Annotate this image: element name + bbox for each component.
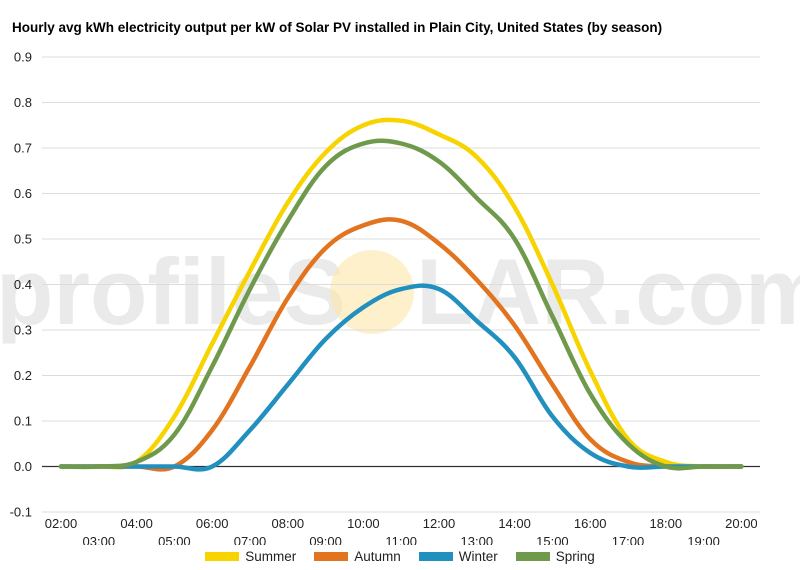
series-line-summer[interactable] [58, 117, 744, 470]
y-tick-label: 0.6 [14, 186, 32, 201]
legend-swatch [418, 552, 453, 561]
y-tick-label: 0.3 [14, 323, 32, 338]
x-tick-label: 07:00 [234, 534, 267, 545]
x-tick-label: 08:00 [272, 516, 305, 531]
y-tick-label: 0.4 [14, 277, 32, 292]
legend-label: Summer [245, 549, 297, 564]
x-tick-label: 15:00 [536, 534, 569, 545]
y-tick-label: 0.7 [14, 141, 32, 156]
y-tick-label: 0.1 [14, 414, 32, 429]
legend-label: Spring [555, 549, 595, 564]
series-line-winter[interactable] [58, 283, 744, 472]
legend-label: Autumn [354, 549, 401, 564]
y-tick-label: 0.5 [14, 232, 32, 247]
legend: Summer Autumn Winter Spring [0, 549, 800, 564]
legend-item-summer[interactable]: Summer [205, 549, 296, 564]
x-tick-label: 16:00 [574, 516, 607, 531]
x-tick-label: 05:00 [158, 534, 191, 545]
legend-swatch [205, 552, 240, 561]
y-tick-label: 0.8 [14, 95, 32, 110]
y-axis-ticks: 0.9 0.8 0.7 0.6 0.5 0.4 0.3 0.2 0.1 0.0 -0.1 [10, 50, 32, 520]
legend-item-autumn[interactable]: Autumn [314, 549, 401, 564]
x-tick-label: 02:00 [45, 516, 78, 531]
x-tick-label: 14:00 [498, 516, 531, 531]
x-tick-label: 09:00 [309, 534, 342, 545]
watermark: profileS LAR.com [0, 239, 800, 344]
x-tick-label: 11:00 [385, 534, 417, 545]
x-tick-label: 18:00 [650, 516, 683, 531]
watermark-text-before: profileS [0, 239, 346, 344]
x-tick-label: 13:00 [461, 534, 494, 545]
legend-item-spring[interactable]: Spring [515, 549, 595, 564]
legend-swatch [515, 552, 550, 561]
y-tick-label: 0.2 [14, 368, 32, 383]
y-tick-label: 0.9 [14, 50, 32, 65]
plot-area: 0.9 0.8 0.7 0.6 0.5 0.4 0.3 0.2 0.1 0.0 -0.1 02:00… [10, 50, 760, 545]
x-tick-label: 03:00 [83, 534, 116, 545]
x-tick-label: 19:00 [687, 534, 720, 545]
legend-item-winter[interactable]: Winter [418, 549, 498, 564]
x-axis-ticks: 02:00 03:00 04:00 05:00 06:00 07:00 08:00 09:00… [45, 516, 758, 545]
watermark-sun-icon [330, 250, 414, 334]
x-tick-label: 06:00 [196, 516, 229, 531]
y-tick-label: 0.0 [14, 459, 32, 474]
x-tick-label: 04:00 [120, 516, 153, 531]
series-lines [58, 117, 744, 472]
legend-swatch [314, 552, 349, 561]
y-tick-label: -0.1 [10, 505, 32, 520]
x-tick-label: 10:00 [347, 516, 380, 531]
x-tick-label: 20:00 [725, 516, 758, 531]
legend-label: Winter [458, 549, 498, 564]
x-tick-label: 12:00 [423, 516, 456, 531]
chart-title: Hourly avg kWh electricity output per kW… [12, 20, 663, 35]
series-line-spring[interactable] [58, 138, 744, 471]
grid-lines [42, 56, 760, 513]
x-tick-label: 17:00 [612, 534, 645, 545]
